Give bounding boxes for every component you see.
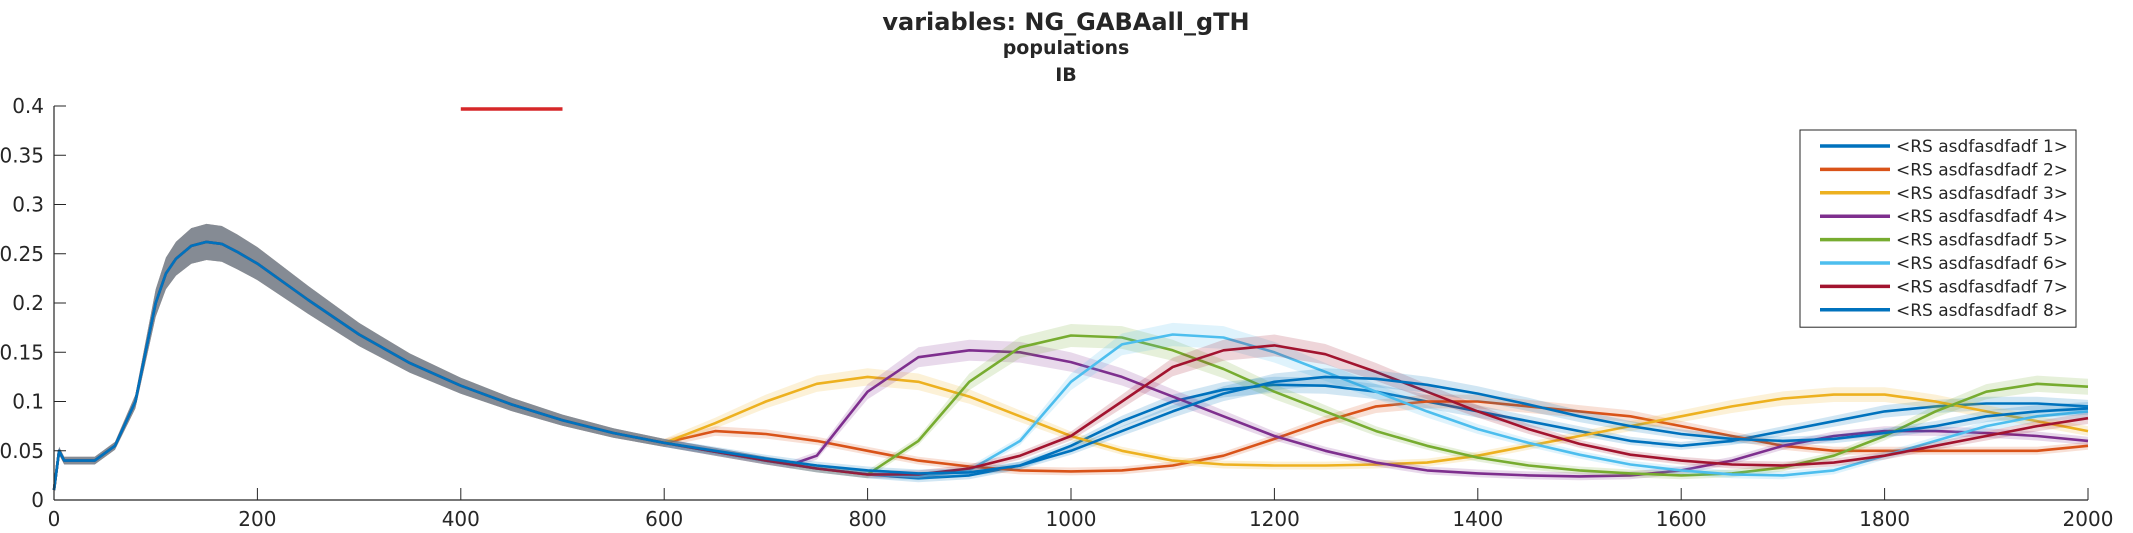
series-band-5	[54, 223, 2088, 495]
x-tick-label: 1600	[1656, 507, 1707, 531]
axes: 0 200 400 600 800 1000 1200 1400 1600 1800 2000 0 0.…	[0, 94, 2113, 531]
legend-label: <RS asdfasdfadf 1>	[1896, 137, 2068, 157]
legend: <RS asdfasdfadf 1> <RS asdfasdfadf 2> <RS …	[1799, 129, 2077, 328]
legend-label: <RS asdfasdfadf 4>	[1896, 207, 2068, 227]
series-band-3	[54, 223, 2088, 495]
y-tick-label: 0.25	[0, 242, 44, 266]
legend-label: <RS asdfasdfadf 2>	[1896, 160, 2068, 180]
legend-label: <RS asdfasdfadf 3>	[1896, 184, 2068, 204]
y-tick-label: 0	[31, 488, 44, 512]
series-band-1	[54, 223, 2088, 495]
x-tick-label: 2000	[2063, 507, 2114, 531]
series-band-4	[54, 223, 2088, 495]
y-tick-label: 0.05	[0, 439, 44, 463]
series-band-8	[54, 223, 2088, 495]
series-band-2	[54, 223, 2088, 495]
y-tick-label: 0.4	[12, 94, 44, 118]
chart-subtitle: populations	[1003, 37, 1130, 59]
x-tick-label: 1800	[1859, 507, 1910, 531]
series-band-7	[54, 223, 2088, 495]
legend-label: <RS asdfasdfadf 5>	[1896, 231, 2068, 251]
y-tick-label: 0.2	[12, 291, 44, 315]
chart-title: variables: NG_GABAall_gTH	[882, 8, 1249, 36]
x-tick-label: 0	[48, 507, 61, 531]
y-tick-label: 0.3	[12, 193, 44, 217]
chart-subtitle-population: IB	[1055, 64, 1077, 86]
series-band-6	[54, 223, 2088, 495]
x-tick-label: 600	[645, 507, 683, 531]
x-tick-label: 1400	[1452, 507, 1503, 531]
x-tick-label: 800	[849, 507, 887, 531]
legend-box	[1799, 129, 2077, 328]
y-tick-label: 0.35	[0, 143, 44, 167]
y-tick-label: 0.1	[12, 390, 44, 414]
legend-label: <RS asdfasdfadf 7>	[1896, 277, 2068, 297]
legend-label: <RS asdfasdfadf 8>	[1896, 301, 2068, 321]
x-tick-label: 1200	[1249, 507, 1300, 531]
legend-label: <RS asdfasdfadf 6>	[1896, 254, 2068, 274]
x-tick-label: 1000	[1046, 507, 1097, 531]
x-tick-label: 400	[442, 507, 480, 531]
series-line-8	[52, 240, 2089, 491]
x-tick-label: 200	[238, 507, 276, 531]
y-tick-label: 0.15	[0, 340, 44, 364]
plot-area	[52, 107, 2089, 495]
